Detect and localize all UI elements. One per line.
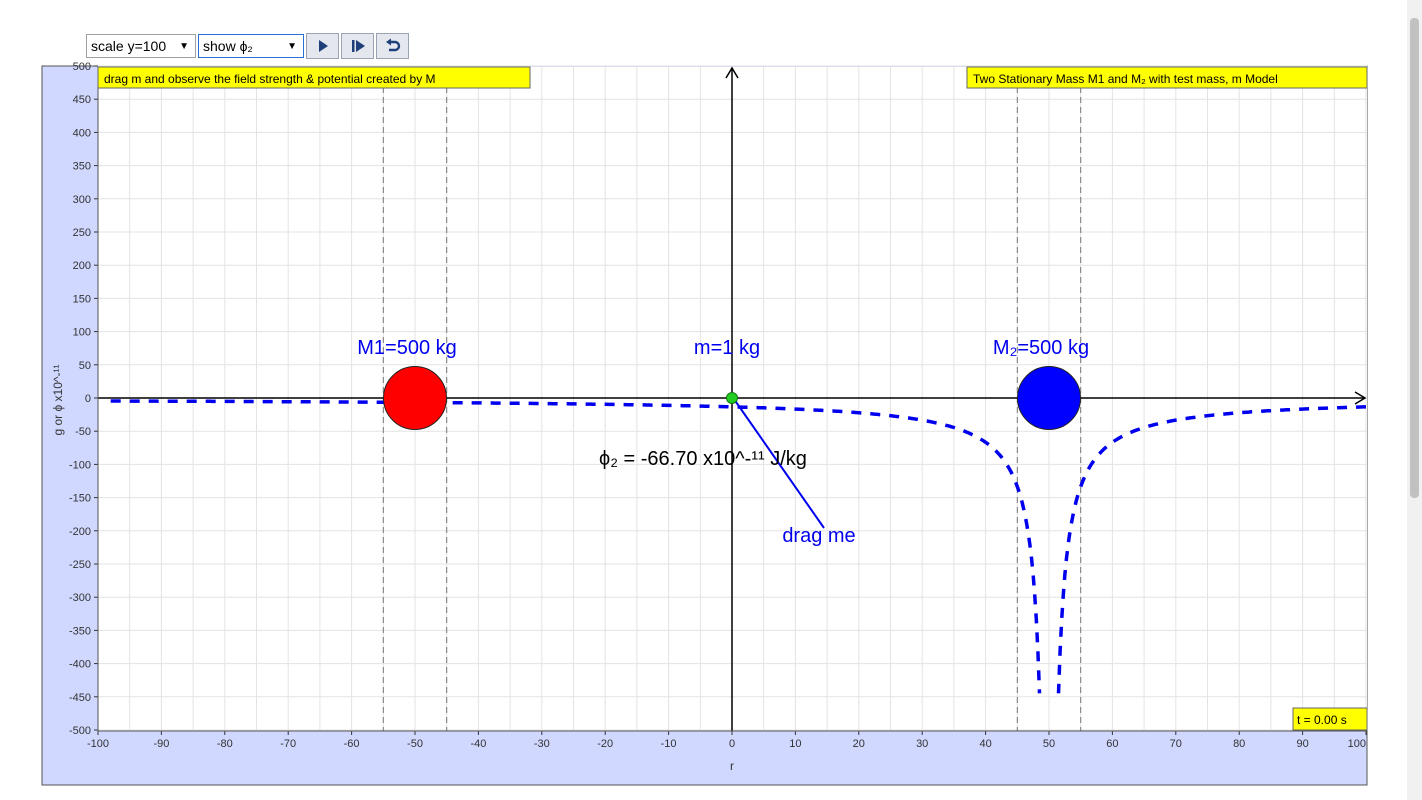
y-tick-label: 100 [73,327,91,339]
x-tick-label: 50 [1043,738,1055,750]
potential-curve [110,399,1366,694]
show-select-value: show ϕ₂ [203,38,253,54]
x-tick-label: -80 [217,738,233,750]
x-tick-label: 70 [1170,738,1182,750]
y-tick-label: 0 [85,393,91,405]
x-tick-label: -60 [344,738,360,750]
chevron-down-icon: ▼ [287,40,297,52]
play-icon [318,40,328,52]
m1-label: M1=500 kg [357,337,457,359]
show-select[interactable]: show ϕ₂ ▼ [198,34,304,58]
y-tick-label: 450 [73,94,91,106]
y-tick-label: 50 [79,360,91,372]
test-mass-label: m=1 kg [694,337,760,359]
masses [383,366,1081,430]
x-tick-label: -40 [470,738,486,750]
x-axis-arrow-icon [1354,391,1367,405]
reset-icon [385,38,400,52]
scale-select-value: scale y=100 [91,38,167,54]
instruction-text: drag m and observe the field strength & … [104,72,436,86]
y-tick-label: -350 [69,625,91,637]
x-tick-label: 30 [916,738,928,750]
x-tick-label: 20 [853,738,865,750]
y-tick-label: -300 [69,592,91,604]
play-button[interactable] [306,33,339,59]
x-tick-label: 90 [1296,738,1308,750]
test-mass-m[interactable] [726,392,738,404]
y-tick-label: -500 [69,725,91,737]
x-tick-label: 0 [729,738,735,750]
potential-curve-segment [110,399,1042,694]
y-axis-arrow-icon [725,66,739,79]
y-tick-label: 500 [73,61,91,73]
y-tick-label: 300 [73,194,91,206]
chevron-down-icon: ▼ [179,40,189,52]
x-tick-labels: -100 -90 -80 -70 -60 -50 -40 -30 -20 -10 0 10 20 30 40… [87,731,1367,750]
y-tick-label: -200 [69,526,91,538]
y-tick-label: -450 [69,692,91,704]
y-tick-label: -400 [69,659,91,671]
x-axis-label: r [730,759,734,773]
y-tick-label: 200 [73,260,91,272]
step-button[interactable] [341,33,374,59]
step-forward-icon [351,40,365,52]
y-tick-label: 150 [73,293,91,305]
x-tick-label: -30 [534,738,550,750]
y-tick-label: 350 [73,161,91,173]
x-tick-label: -70 [280,738,296,750]
x-tick-label: 60 [1106,738,1118,750]
potential-curve-segment [1056,405,1366,694]
y-axis-label: g or ϕ x10^-¹¹ [51,364,65,435]
time-text: t = 0.00 s [1297,713,1347,727]
model-title-text: Two Stationary Mass M1 and M₂ with test … [973,72,1278,86]
model-title-banner [966,66,1368,89]
y-tick-label: 400 [73,127,91,139]
x-tick-label: -100 [87,738,109,750]
y-tick-label: -50 [75,426,91,438]
y-tick-label: 250 [73,227,91,239]
x-tick-label: -10 [661,738,677,750]
instruction-banner [97,66,531,89]
page-scrollbar[interactable] [1407,0,1422,800]
drag-pointer-line [735,401,825,529]
x-tick-label: -20 [597,738,613,750]
scrollbar-thumb[interactable] [1410,18,1419,498]
mass-m2 [1017,366,1081,430]
x-tick-label: 10 [789,738,801,750]
x-tick-label: 80 [1233,738,1245,750]
scale-select[interactable]: scale y=100 ▼ [86,34,196,58]
y-tick-labels: 500450400350300250200150100500-50-100-15… [69,61,98,737]
x-tick-label: -90 [153,738,169,750]
potential-readout: ϕ₂ = -66.70 x10^-¹¹ J/kg [599,448,807,470]
drag-hint: drag me [782,525,855,547]
y-tick-label: -150 [69,493,91,505]
toolbar: scale y=100 ▼ show ϕ₂ ▼ [86,33,409,61]
mass-m1 [383,366,447,430]
y-tick-label: -250 [69,559,91,571]
x-tick-label: 100 [1348,738,1366,750]
m2-label: M₂=500 kg [993,337,1089,359]
time-banner [1292,707,1368,731]
x-tick-label: -50 [407,738,423,750]
reset-button[interactable] [376,33,409,59]
x-tick-label: 40 [979,738,991,750]
y-tick-label: -100 [69,459,91,471]
